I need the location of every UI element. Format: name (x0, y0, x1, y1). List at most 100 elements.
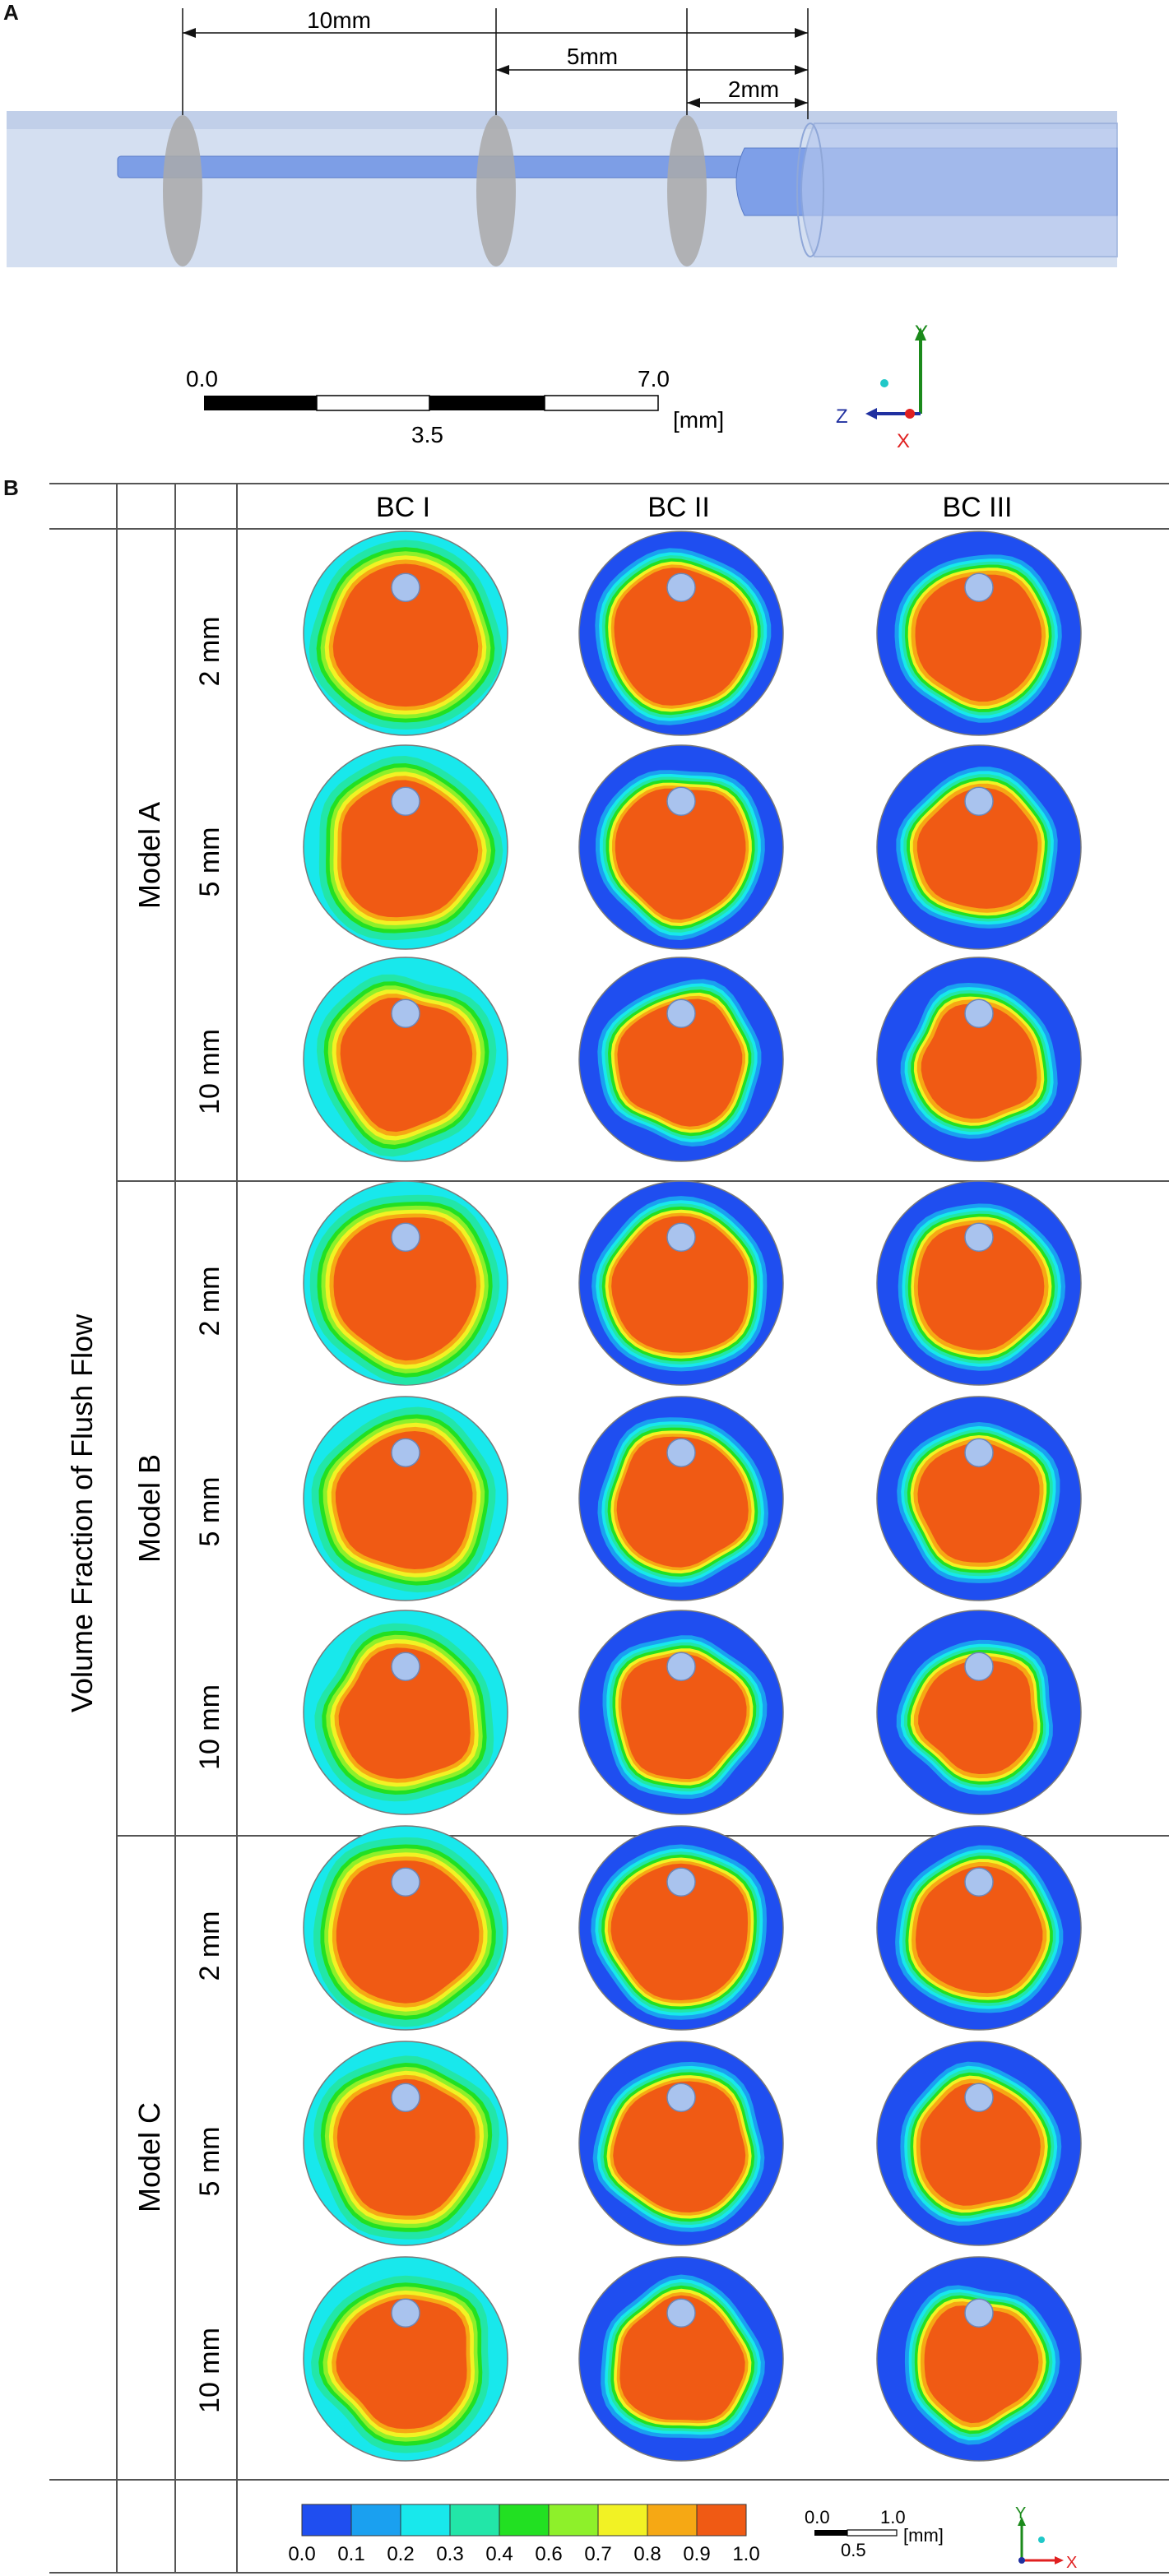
guide-wire-section (666, 786, 696, 816)
guide-wire-section (391, 2083, 420, 2112)
contour-disc-b-2mm-bc2 (578, 1180, 784, 1386)
contour-band (614, 568, 752, 706)
row-label-c-5mm: 5 mm (194, 2127, 225, 2197)
contour-band (335, 1431, 473, 1569)
contour-band (619, 2295, 745, 2421)
contour-band (336, 1860, 480, 2004)
guide-wire-section (666, 2298, 696, 2328)
contour-disc-b-10mm-bc3 (876, 1610, 1082, 1815)
contour-disc-b-5mm-bc3 (876, 1396, 1082, 1601)
contour-disc-a-10mm-bc2 (578, 957, 784, 1162)
contour-band (916, 1866, 1043, 1994)
small-scale-bar: 0.0 0.5 1.0 [mm] (805, 2507, 944, 2560)
colorbar-tick-label: 0.1 (337, 2543, 364, 2565)
colorbar-segment (400, 2504, 451, 2537)
contour-band (918, 1660, 1034, 1774)
contour-disc-c-10mm-bc3 (876, 2256, 1082, 2462)
row-label-a-10mm: 10 mm (194, 1029, 225, 1114)
guide-wire-section (964, 1867, 994, 1897)
contour-disc-c-5mm-bc1 (303, 2041, 508, 2246)
contour-band (924, 2305, 1039, 2424)
colorbar-tick-label: 1.0 (732, 2543, 759, 2565)
guide-wire-section (391, 786, 420, 816)
contour-disc-b-5mm-bc1 (303, 1396, 508, 1601)
colorbar-segment (301, 2504, 352, 2537)
contour-band (610, 1863, 748, 2000)
contour-disc-b-10mm-bc1 (303, 1610, 508, 1815)
contour-disc-c-2mm-bc2 (578, 1825, 784, 2031)
colorbar-segment (597, 2504, 648, 2537)
guide-wire-section (666, 1652, 696, 1681)
small-scale-label-mid: 0.5 (841, 2540, 866, 2560)
guide-wire-section (964, 572, 994, 602)
contour-disc-a-2mm-bc3 (876, 530, 1082, 736)
contour-band (916, 788, 1038, 909)
contour-band (332, 563, 479, 707)
small-axis-x-label: X (1066, 2554, 1077, 2572)
row-label-c-2mm: 2 mm (194, 1911, 225, 1981)
colorbar-tick-label: 0.3 (436, 2543, 463, 2565)
axis-y-label: Y (915, 322, 928, 344)
contour-disc-c-2mm-bc1 (303, 1825, 508, 2031)
contour-band (611, 1216, 749, 1353)
guide-wire-section (391, 1867, 420, 1897)
guide-wire-section (391, 998, 420, 1028)
guide-wire-section (666, 998, 696, 1028)
axis-triad-small: Y X (1015, 2504, 1077, 2572)
contour-disc-a-5mm-bc1 (303, 744, 508, 950)
axis-z-label: Z (836, 405, 848, 428)
guide-wire-section (964, 1222, 994, 1252)
contour-band (621, 1654, 747, 1780)
guide-wire-section (964, 2083, 994, 2112)
scale-label-0: 0.0 (186, 366, 218, 391)
small-scale-unit: [mm] (903, 2525, 944, 2546)
contour-disc-c-5mm-bc3 (876, 2041, 1082, 2246)
scale-label-7: 7.0 (638, 366, 670, 391)
catheter-sheath (800, 123, 1118, 257)
guide-wire-section (391, 1652, 420, 1681)
contour-band (615, 788, 746, 920)
row-label-a-5mm: 5 mm (194, 827, 225, 897)
dimension-10mm: 10mm (307, 7, 371, 33)
scale-bar: 0.0 3.5 7.0 [mm] (186, 366, 724, 447)
guide-wire-section (391, 1222, 420, 1252)
colorbar-tick-label: 0.0 (288, 2543, 315, 2565)
guide-wire-section (666, 1222, 696, 1252)
column-header-bc1: BC I (376, 492, 430, 523)
guide-wire-section (666, 1438, 696, 1467)
panel-b-label: B (3, 475, 19, 500)
colorbar-tick-label: 0.6 (535, 2543, 562, 2565)
contour-band (915, 574, 1042, 702)
contour-disc-c-10mm-bc1 (303, 2256, 508, 2462)
guide-wire-section (964, 786, 994, 816)
contour-band (917, 1442, 1040, 1563)
guide-wire-section (964, 2298, 994, 2328)
guide-wire-section (391, 572, 420, 602)
model-a-label: Model A (132, 802, 166, 909)
contour-band (336, 2298, 467, 2430)
model-c-label: Model C (132, 2102, 166, 2212)
contour-band (336, 2078, 475, 2216)
contour-band (617, 998, 743, 1127)
dimension-lines (182, 8, 809, 119)
small-axis-y-label: Y (1015, 2504, 1026, 2523)
axis-x-label: X (897, 430, 910, 452)
cut-plane-2mm (667, 115, 707, 266)
colorbar-segment (449, 2504, 500, 2537)
colorbar-tick-label: 0.9 (683, 2543, 710, 2565)
table-grid (49, 483, 1169, 2574)
contour-disc-a-5mm-bc3 (876, 744, 1082, 950)
contour-disc-c-2mm-bc3 (876, 1825, 1082, 2031)
contour-disc-c-10mm-bc2 (578, 2256, 784, 2462)
contour-disc-a-5mm-bc2 (578, 744, 784, 950)
y-axis-title: Volume Fraction of Flush Flow (65, 1313, 99, 1712)
contour-disc-a-10mm-bc3 (876, 957, 1082, 1162)
dimension-2mm: 2mm (728, 76, 779, 102)
cut-plane-5mm (476, 115, 516, 266)
guide-wire-section (964, 998, 994, 1028)
row-label-b-5mm: 5 mm (194, 1477, 225, 1547)
guide-wire-section (964, 1652, 994, 1681)
row-label-c-10mm: 10 mm (194, 2328, 225, 2413)
colorbar-tick-label: 0.2 (387, 2543, 414, 2565)
